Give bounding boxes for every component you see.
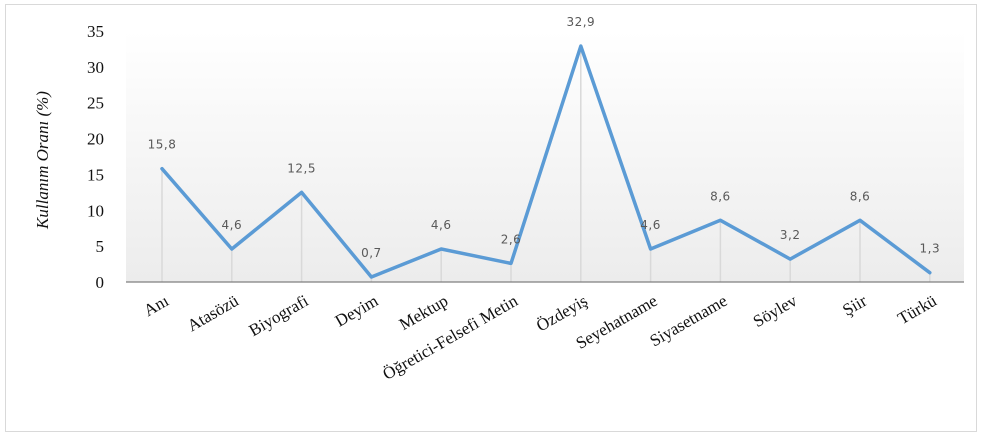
- y-tick-label: 15: [87, 165, 104, 184]
- category-label: Söylev: [750, 291, 801, 331]
- category-label: Biyografi: [246, 291, 312, 340]
- y-tick-label: 10: [87, 201, 104, 220]
- category-label: Türkü: [894, 291, 940, 328]
- data-label: 4,6: [640, 218, 661, 232]
- data-label: 1,3: [920, 242, 941, 256]
- data-label: 8,6: [850, 189, 871, 203]
- data-label: 15,8: [148, 138, 177, 152]
- category-label: Özdeyiş: [533, 291, 591, 335]
- y-tick-label: 5: [96, 237, 105, 256]
- data-label: 2,6: [501, 232, 522, 246]
- series-line: [160, 44, 932, 279]
- category-label: Atasözü: [184, 291, 242, 336]
- category-labels: Anı Atasözü Biyografi Deyim MektupÖğretici-F…: [140, 291, 940, 384]
- data-labels: 15,8 4,6 12,5 0,7 4,6 2,6 32,9 4,6 8,6 3,2 8,6 1,3: [148, 15, 940, 260]
- data-label: 3,2: [780, 228, 801, 242]
- y-axis-ticks: 0 5 10 15 20 25 30 35: [87, 22, 104, 292]
- category-label: Öğretici-Felsefi Metin: [379, 291, 521, 384]
- category-label: Anı: [140, 291, 172, 320]
- data-label: 12,5: [287, 161, 316, 175]
- data-label: 8,6: [710, 189, 731, 203]
- data-label: 32,9: [566, 15, 595, 29]
- category-label: Deyim: [332, 291, 382, 331]
- data-label: 4,6: [222, 218, 243, 232]
- category-label: Siyasetname: [646, 291, 730, 350]
- y-tick-label: 30: [87, 58, 104, 77]
- drop-lines: [161, 46, 931, 282]
- y-tick-label: 35: [87, 22, 104, 41]
- category-label: Mektup: [396, 291, 451, 334]
- category-label: Şiir: [839, 291, 870, 320]
- y-tick-label: 0: [96, 273, 105, 292]
- y-tick-label: 20: [87, 130, 104, 149]
- data-label: 0,7: [361, 246, 382, 260]
- data-label: 4,6: [431, 218, 452, 232]
- y-axis-label: Kullanım Oranı (%): [33, 91, 52, 230]
- y-tick-label: 25: [87, 94, 104, 113]
